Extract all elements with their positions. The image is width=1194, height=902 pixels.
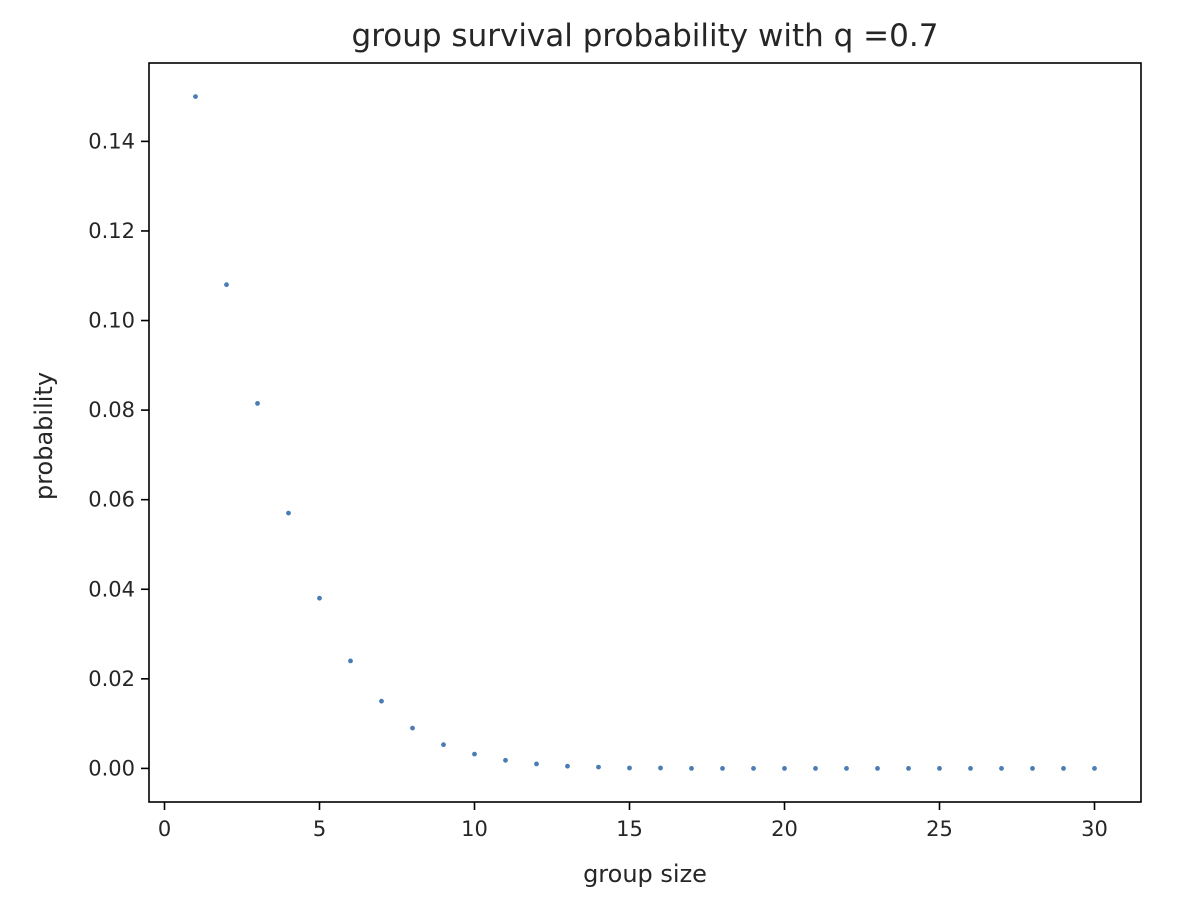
- data-point: [658, 765, 663, 771]
- chart-title: group survival probability with q =0.7: [352, 18, 939, 54]
- data-point: [441, 742, 446, 748]
- x-tick-label: 30: [1081, 817, 1108, 841]
- x-tick-label: 0: [158, 817, 171, 841]
- data-point: [968, 766, 973, 771]
- data-point: [999, 766, 1004, 771]
- x-tick-label: 10: [461, 817, 488, 841]
- y-tick-label: 0.08: [88, 398, 135, 422]
- plot-frame: [148, 62, 1142, 803]
- data-point: [379, 698, 384, 704]
- y-tick-label: 0.10: [88, 309, 135, 333]
- data-point: [317, 595, 322, 601]
- data-point: [410, 725, 415, 731]
- data-point: [348, 658, 353, 664]
- plot-area: 0 5 10 15 20 25 30 0.00 0.02 0.04 0.06 0.08 0.10 0.1…: [88, 62, 1142, 841]
- data-point: [689, 766, 694, 771]
- data-point: [565, 763, 570, 769]
- data-point: [937, 766, 942, 771]
- x-tick-label: 15: [616, 817, 643, 841]
- data-point: [193, 94, 198, 99]
- data-point: [224, 282, 229, 288]
- y-tick-label: 0.14: [88, 129, 135, 153]
- x-axis-label: group size: [583, 860, 707, 888]
- data-point: [875, 766, 880, 771]
- y-tick-label: 0.02: [88, 667, 135, 691]
- data-point: [472, 751, 477, 757]
- data-point: [255, 401, 260, 406]
- data-point: [1061, 766, 1066, 771]
- data-point: [906, 766, 911, 771]
- y-tick-label: 0.00: [88, 756, 135, 780]
- data-point: [813, 766, 818, 771]
- x-tick-label: 25: [926, 817, 953, 841]
- y-tick-label: 0.12: [88, 219, 135, 243]
- data-points: [193, 94, 1097, 771]
- data-point: [1030, 766, 1035, 771]
- data-point: [286, 510, 291, 516]
- x-tick-label: 5: [313, 817, 326, 841]
- y-tick-label: 0.04: [88, 577, 135, 601]
- data-point: [503, 757, 508, 763]
- y-axis-label: probability: [30, 372, 58, 500]
- data-point: [720, 766, 725, 771]
- data-point: [751, 766, 756, 771]
- data-point: [534, 761, 539, 767]
- y-tick-label: 0.06: [88, 488, 135, 512]
- y-axis-ticks: 0.00 0.02 0.04 0.06 0.08 0.10 0.12 0.14: [88, 129, 149, 780]
- data-point: [627, 765, 632, 771]
- data-point: [844, 766, 849, 771]
- x-tick-label: 20: [771, 817, 798, 841]
- x-axis-ticks: 0 5 10 15 20 25 30: [158, 802, 1108, 841]
- data-point: [782, 766, 787, 771]
- data-point: [1092, 766, 1097, 771]
- data-point: [596, 764, 601, 770]
